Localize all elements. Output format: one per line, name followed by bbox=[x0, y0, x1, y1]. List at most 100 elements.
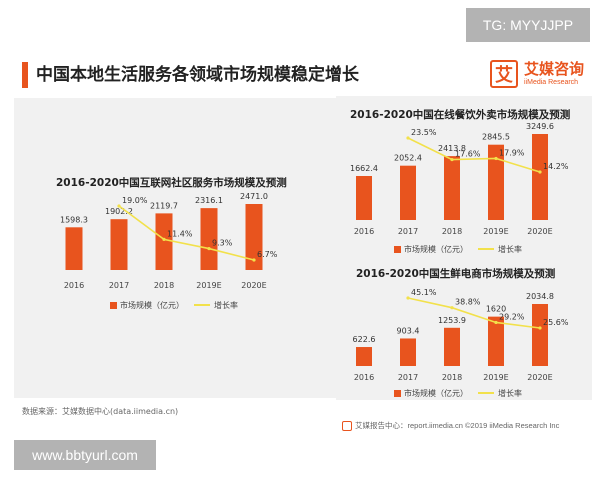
bar-value-label: 2845.5 bbox=[482, 133, 510, 142]
growth-rate-line bbox=[407, 137, 541, 173]
bar-value-label: 903.4 bbox=[397, 326, 420, 335]
bar-value-label: 2052.4 bbox=[394, 154, 422, 163]
bar-value-label: 2316.1 bbox=[195, 196, 223, 205]
bar bbox=[532, 134, 548, 220]
bar bbox=[400, 338, 416, 366]
growth-rate-label: 17.6% bbox=[455, 150, 481, 159]
growth-rate-point bbox=[538, 326, 542, 330]
growth-rate-point bbox=[450, 306, 454, 310]
bar bbox=[444, 156, 460, 220]
x-tick-label: 2019E bbox=[196, 281, 221, 290]
x-tick-label: 2018 bbox=[442, 227, 462, 236]
growth-rate-point bbox=[538, 170, 542, 174]
bar-value-label: 2413.8 bbox=[438, 144, 466, 153]
title-accent-bar bbox=[22, 62, 28, 88]
bar-value-label: 1662.4 bbox=[350, 164, 378, 173]
growth-rate-label: 17.9% bbox=[499, 148, 525, 157]
growth-rate-label: 14.2% bbox=[543, 162, 569, 171]
bar-value-label: 2471.0 bbox=[240, 192, 268, 201]
bar-value-label: 3249.6 bbox=[526, 122, 554, 131]
growth-rate-label: 6.7% bbox=[257, 250, 278, 259]
x-tick-label: 2020E bbox=[527, 373, 552, 382]
x-tick-label: 2016 bbox=[64, 281, 84, 290]
logo-mark-icon: 艾 bbox=[490, 60, 518, 88]
bar bbox=[155, 213, 173, 270]
growth-rate-line bbox=[407, 297, 541, 329]
logo-name: 艾媒咨询 bbox=[524, 60, 585, 78]
bar bbox=[532, 304, 548, 366]
bar-value-label: 2034.8 bbox=[526, 292, 554, 301]
legend-label-bar: 市场规模（亿元） bbox=[120, 300, 184, 310]
chart-community-services: 2016-2020中国互联网社区服务市场规模及预测 1598.3 2016 1902.… bbox=[56, 176, 287, 310]
bar bbox=[65, 227, 83, 270]
legend-label-line: 增长率 bbox=[214, 300, 238, 310]
bar bbox=[110, 219, 128, 270]
source-note: 数据来源：艾媒数据中心(data.iimedia.cn) bbox=[22, 407, 179, 416]
bar-value-label: 1253.9 bbox=[438, 316, 466, 325]
growth-rate-point bbox=[494, 156, 498, 161]
growth-rate-label: 45.1% bbox=[411, 288, 437, 297]
bar-value-label: 2119.7 bbox=[150, 201, 178, 210]
growth-rate-point bbox=[406, 136, 410, 140]
x-tick-label: 2017 bbox=[398, 227, 418, 236]
growth-rate-label: 9.3% bbox=[212, 239, 233, 248]
legend-label-bar: 市场规模（亿元） bbox=[404, 244, 468, 254]
chart-title: 2016-2020中国生鲜电商市场规模及预测 bbox=[356, 267, 555, 280]
bar bbox=[400, 165, 416, 220]
x-tick-label: 2016 bbox=[354, 227, 374, 236]
bar-value-label: 1902.2 bbox=[105, 207, 133, 216]
bar bbox=[356, 176, 372, 220]
growth-rate-line bbox=[118, 205, 255, 261]
growth-rate-point bbox=[450, 157, 454, 162]
x-tick-label: 2016 bbox=[354, 373, 374, 382]
x-tick-label: 2018 bbox=[442, 373, 462, 382]
bar bbox=[488, 316, 504, 366]
footer-credit: 艾媒报告中心：report.iimedia.cn ©2019 iiMedia R… bbox=[342, 420, 560, 432]
bar bbox=[488, 144, 504, 220]
bar bbox=[200, 208, 218, 270]
chart-title: 2016-2020中国互联网社区服务市场规模及预测 bbox=[56, 176, 287, 189]
bar bbox=[444, 327, 460, 366]
x-tick-label: 2019E bbox=[483, 373, 508, 382]
chart-title: 2016-2020中国在线餐饮外卖市场规模及预测 bbox=[350, 108, 570, 121]
legend-swatch-bar bbox=[394, 246, 401, 253]
growth-rate-point bbox=[494, 320, 498, 325]
growth-rate-label: 11.4% bbox=[167, 229, 193, 238]
legend-swatch-bar bbox=[110, 302, 117, 309]
growth-rate-label: 29.2% bbox=[499, 312, 525, 321]
legend-label-line: 增长率 bbox=[498, 388, 522, 398]
x-tick-label: 2020E bbox=[241, 281, 266, 290]
growth-rate-label: 23.5% bbox=[411, 128, 437, 137]
chart-panel-right bbox=[336, 96, 592, 400]
growth-rate-point bbox=[406, 296, 410, 300]
x-tick-label: 2017 bbox=[398, 373, 418, 382]
growth-rate-label: 38.8% bbox=[455, 298, 481, 307]
page-title: 中国本地生活服务各领域市场规模稳定增长 bbox=[36, 65, 359, 85]
iimedia-logo: 艾 艾媒咨询 iiMedia Research bbox=[490, 54, 600, 94]
report-icon bbox=[342, 421, 352, 432]
logo-subtitle: iiMedia Research bbox=[524, 79, 579, 86]
bar-value-label: 1598.3 bbox=[60, 215, 88, 224]
chart-food-delivery: 2016-2020中国在线餐饮外卖市场规模及预测 1662.4 2016 2052.4… bbox=[350, 108, 570, 254]
watermark-top: TG: MYYJJPP bbox=[466, 8, 590, 42]
footer-text: 艾媒报告中心：report.iimedia.cn ©2019 iiMedia R… bbox=[355, 421, 560, 430]
bar-value-label: 1620 bbox=[486, 305, 506, 314]
legend-swatch-bar bbox=[394, 390, 401, 397]
growth-rate-point bbox=[117, 204, 121, 208]
x-tick-label: 2019E bbox=[483, 227, 508, 236]
bar bbox=[245, 204, 263, 270]
growth-rate-point bbox=[162, 237, 166, 241]
legend-label-line: 增长率 bbox=[498, 244, 522, 254]
bar bbox=[356, 347, 372, 366]
legend-label-bar: 市场规模（亿元） bbox=[404, 388, 468, 398]
bar-value-label: 622.6 bbox=[353, 335, 376, 344]
chart-fresh-ecommerce: 2016-2020中国生鲜电商市场规模及预测 622.6 2016 903.4 2017… bbox=[353, 267, 569, 398]
x-tick-label: 2018 bbox=[154, 281, 174, 290]
growth-rate-point bbox=[252, 258, 256, 262]
growth-rate-point bbox=[207, 246, 211, 251]
x-tick-label: 2020E bbox=[527, 227, 552, 236]
x-tick-label: 2017 bbox=[109, 281, 129, 290]
growth-rate-label: 19.0% bbox=[122, 196, 148, 205]
growth-rate-label: 25.6% bbox=[543, 318, 569, 327]
watermark-bottom: www.bbtyurl.com bbox=[14, 440, 156, 470]
